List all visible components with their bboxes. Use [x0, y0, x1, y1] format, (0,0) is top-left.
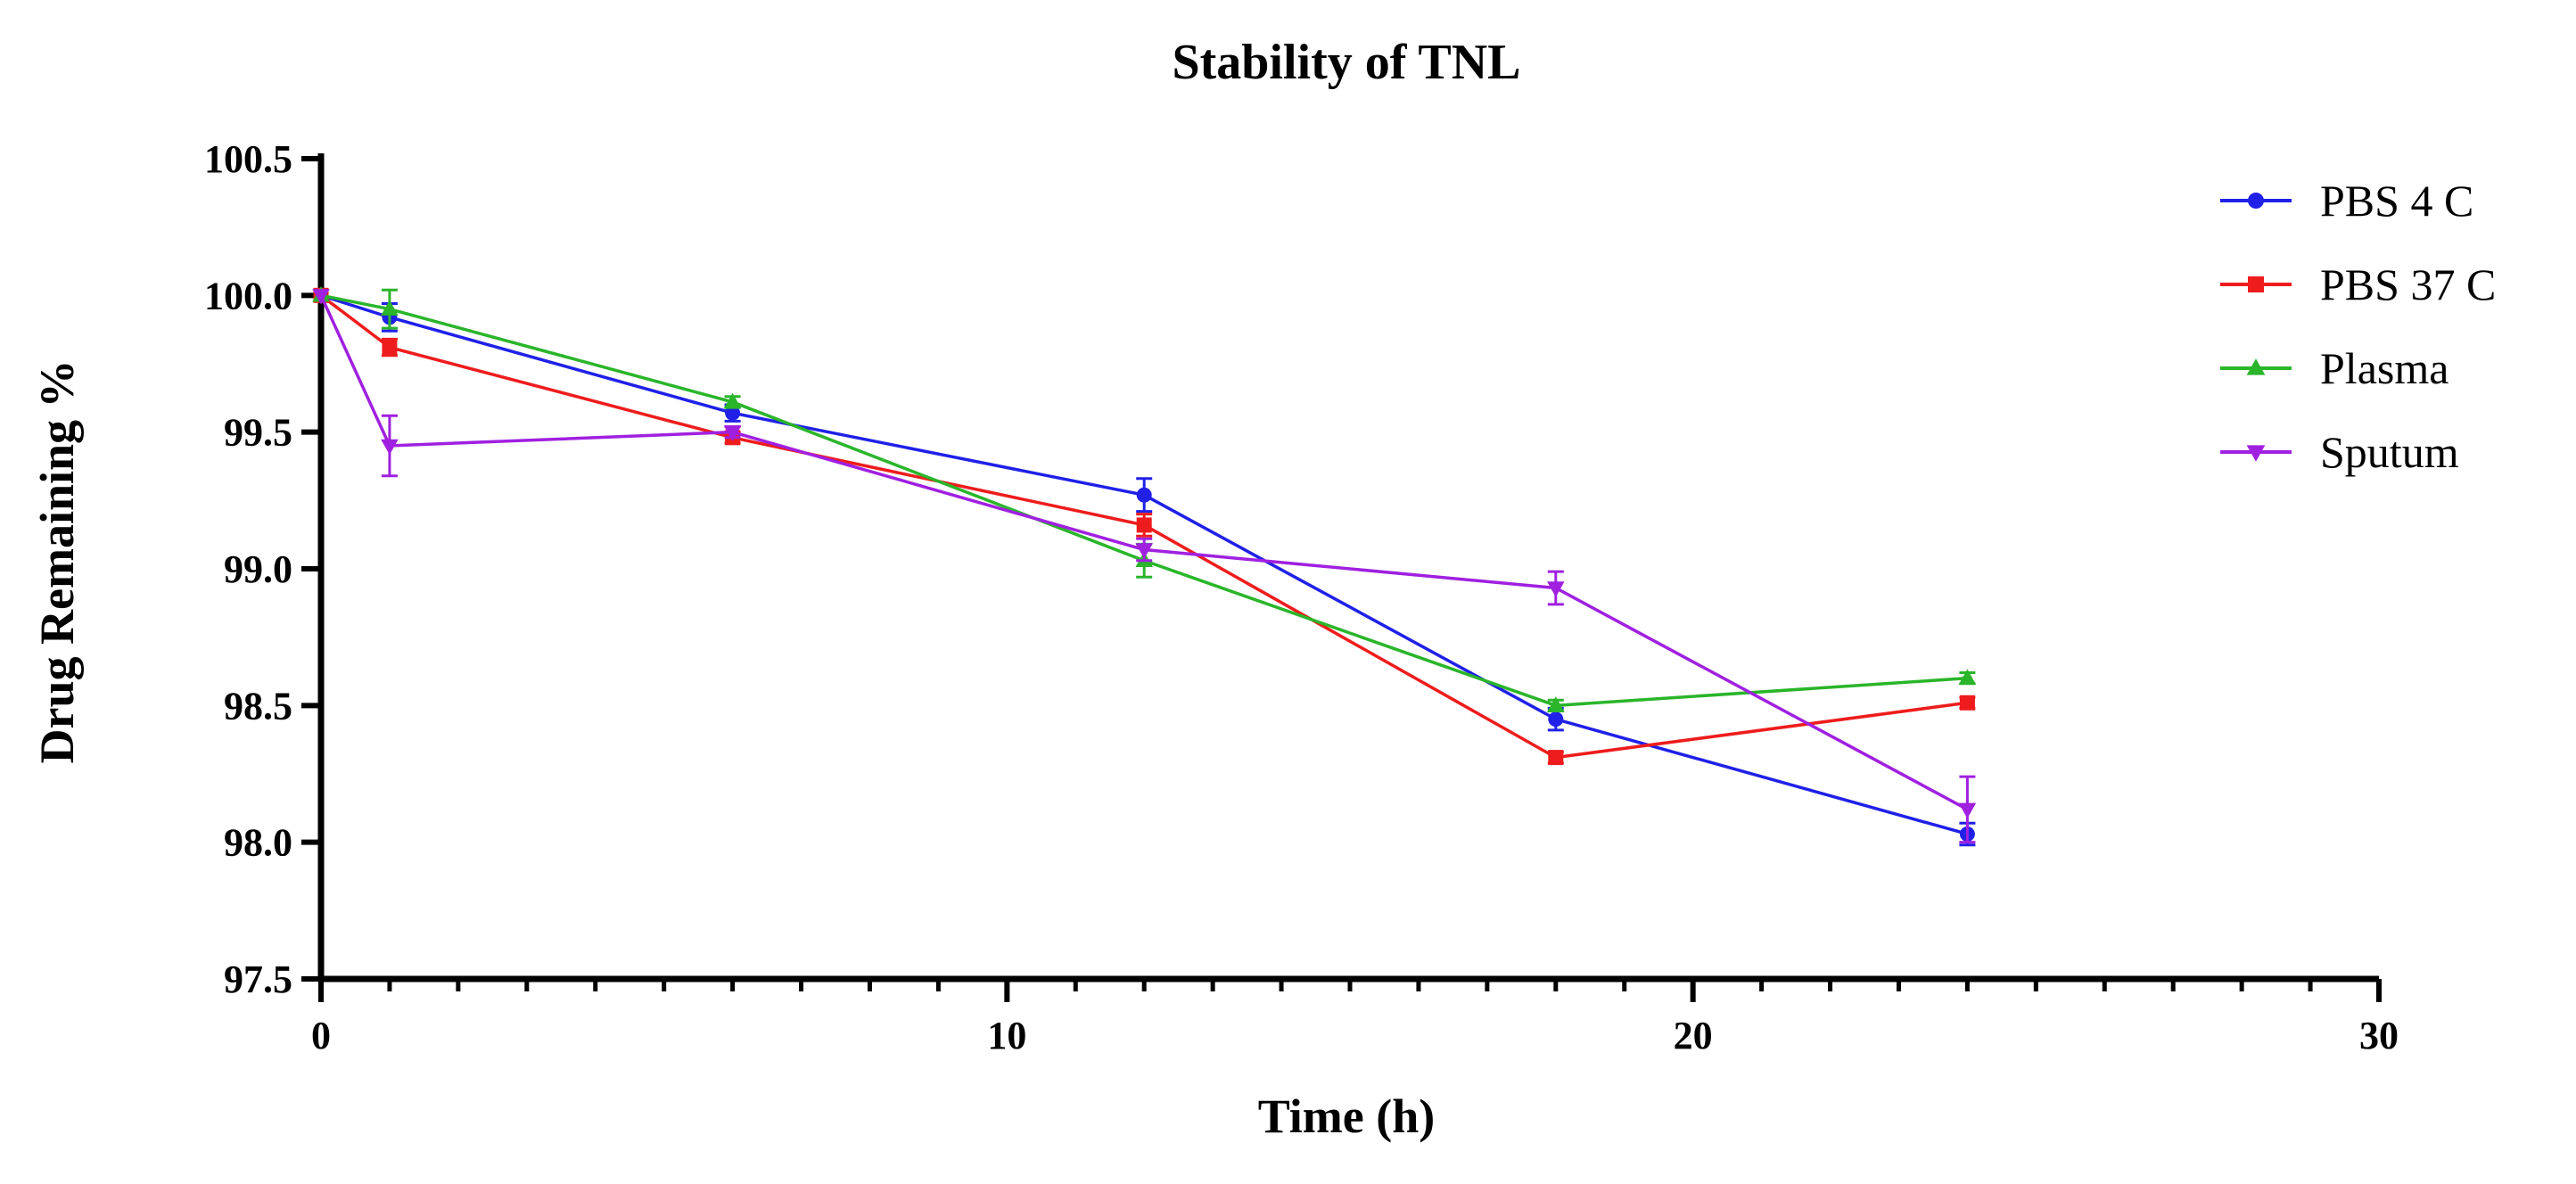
chart-title: Stability of TNL: [1172, 35, 1520, 90]
legend-item: Sputum: [2220, 427, 2459, 477]
data-point: [1958, 802, 1977, 819]
legend: PBS 4 C PBS 37 C Plasma Sputum: [2220, 176, 2496, 477]
series-line: [320, 293, 1968, 836]
data-point: [1548, 711, 1564, 728]
data-point: [1136, 487, 1152, 503]
series-line: [320, 293, 1968, 708]
series-layer: [312, 286, 1977, 847]
legend-item: PBS 4 C: [2220, 176, 2473, 226]
data-point: [312, 289, 330, 305]
legend-marker: [2248, 193, 2264, 209]
series-line: [319, 294, 1969, 811]
y-tick-label: 98.0: [224, 821, 292, 865]
x-tick-label: 30: [2359, 1014, 2399, 1057]
data-point: [1135, 543, 1153, 559]
legend-marker: [2246, 358, 2266, 375]
data-point: [1136, 517, 1152, 533]
x-tick-label: 10: [987, 1014, 1026, 1057]
x-tick-label: 20: [1674, 1014, 1713, 1057]
data-point: [1959, 695, 1975, 711]
y-tick-label: 99.0: [224, 547, 292, 591]
legend-label: PBS 37 C: [2320, 259, 2496, 309]
legend-marker: [2246, 445, 2266, 462]
data-point: [725, 405, 741, 421]
x-tick-label: 0: [311, 1014, 331, 1057]
y-tick-label: 99.5: [224, 411, 292, 455]
y-tick-label: 97.5: [224, 958, 292, 1001]
legend-label: Plasma: [2320, 343, 2448, 393]
x-axis-label: Time (h): [1258, 1089, 1436, 1143]
legend-label: PBS 4 C: [2320, 176, 2473, 226]
series-sputum: [312, 289, 1977, 844]
legend-item: Plasma: [2220, 343, 2448, 393]
legend-label: Sputum: [2320, 427, 2459, 477]
data-point: [1547, 696, 1565, 712]
data-point: [723, 425, 742, 441]
data-point: [1958, 669, 1977, 685]
series-pbs-4-c: [313, 287, 1976, 847]
legend-marker: [2248, 276, 2264, 292]
data-point: [1547, 581, 1565, 597]
y-tick-label: 98.5: [224, 684, 292, 728]
data-point: [381, 439, 399, 456]
data-point: [381, 300, 399, 316]
y-tick-label: 100.0: [204, 274, 292, 317]
data-point: [382, 340, 398, 356]
legend-item: PBS 37 C: [2220, 259, 2496, 309]
y-axis-label: Drug Remaining %: [30, 359, 84, 763]
axes: 97.5 98.0 98.5 99.0 99.5 100.0 100.5 0 10 20 30: [204, 137, 2399, 1057]
y-tick-label: 100.5: [204, 137, 292, 181]
data-point: [723, 392, 742, 409]
data-point: [1548, 750, 1564, 766]
